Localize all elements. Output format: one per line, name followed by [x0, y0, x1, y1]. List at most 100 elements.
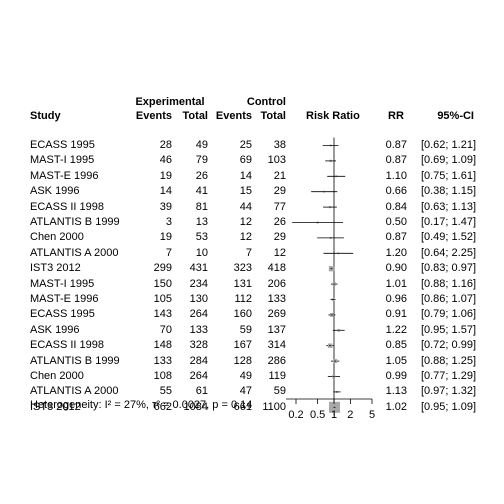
header-study: Study [30, 110, 61, 122]
ci-value: [0.64; 2.25] [420, 246, 476, 259]
events-experimental: 150 [153, 277, 172, 290]
study-name: ECASS 1995 [30, 308, 95, 321]
rr-value: 0.91 [385, 308, 407, 321]
events-control: 12 [239, 216, 252, 228]
rr-value: 0.87 [385, 139, 407, 151]
ci-value: [0.77; 1.29] [420, 370, 476, 382]
heterogeneity-text: Heterogeneity: I² = 27%, τ² = 0.0027, p … [30, 399, 253, 411]
ci-value: [0.38; 1.15] [420, 185, 476, 198]
events-experimental: 28 [159, 139, 172, 151]
events-experimental: 19 [159, 169, 172, 182]
total-experimental: 133 [189, 323, 208, 336]
study-name: IST3 2012 [30, 400, 81, 413]
events-experimental: 70 [159, 323, 172, 336]
events-experimental: 662 [153, 400, 172, 413]
header-control: Control [246, 96, 286, 108]
ci-value: [0.62; 1.21] [420, 139, 476, 151]
ci-value: [0.95; 1.57] [420, 323, 476, 336]
rr-value: 1.20 [385, 246, 407, 259]
total-experimental: 234 [189, 277, 208, 290]
rr-value: 0.87 [385, 154, 407, 167]
events-experimental: 105 [153, 293, 172, 305]
events-experimental: 108 [153, 370, 172, 382]
total-control: 206 [267, 277, 286, 290]
events-control: 15 [239, 185, 252, 198]
header-ci: 95%-CI [437, 110, 474, 122]
rr-value: 1.02 [385, 400, 407, 413]
ci-value: [0.49; 1.52] [420, 231, 476, 244]
total-control: 1100 [262, 400, 286, 413]
events-control: 128 [233, 354, 252, 367]
events-experimental: 19 [159, 231, 172, 244]
ci-value: [0.88; 1.25] [420, 354, 476, 367]
ci-value: [0.86; 1.07] [420, 293, 476, 305]
total-control: 21 [273, 169, 286, 182]
events-control: 7 [245, 246, 252, 259]
rr-value: 1.10 [385, 169, 407, 182]
events-control: 160 [233, 308, 252, 321]
events-experimental: 299 [153, 262, 172, 275]
study-name: ATLANTIS B 1999 [30, 216, 120, 228]
ci-value: [0.72; 0.99] [420, 339, 476, 352]
total-experimental: 10 [195, 246, 208, 259]
study-name: IST3 2012 [30, 262, 81, 275]
study-name: Chen 2000 [30, 370, 84, 382]
total-experimental: 431 [189, 262, 208, 275]
total-experimental: 130 [189, 293, 208, 305]
x-tick-label: 1 [331, 409, 337, 421]
x-tick-label: 0.5 [310, 409, 325, 421]
events-control: 661 [233, 400, 252, 413]
events-control: 112 [234, 293, 252, 305]
ci-value: [0.75; 1.61] [420, 169, 476, 182]
header-risk-ratio: Risk Ratio [306, 110, 360, 122]
events-control: 59 [239, 323, 252, 336]
ci-value: [0.97; 1.32] [420, 385, 476, 398]
rr-value: 1.01 [385, 277, 407, 290]
total-control: 77 [273, 200, 286, 213]
rr-value: 0.84 [385, 200, 407, 213]
header-events-experimental: Events [135, 110, 172, 122]
total-control: 26 [273, 216, 286, 228]
header-total-experimental: Total [182, 110, 208, 122]
events-control: 323 [233, 262, 252, 275]
ci-value: [0.79; 1.06] [420, 308, 476, 321]
study-name: ATLANTIS A 2000 [30, 385, 119, 398]
events-experimental: 133 [153, 354, 172, 367]
total-experimental: 328 [189, 339, 208, 352]
total-experimental: 284 [189, 354, 208, 367]
total-control: 314 [267, 339, 286, 352]
rr-value: 1.22 [385, 323, 407, 336]
ci-value: [0.17; 1.47] [420, 216, 476, 228]
rr-value: 0.85 [385, 339, 407, 352]
rr-value: 0.90 [385, 262, 407, 275]
total-experimental: 264 [189, 370, 208, 382]
total-control: 12 [273, 246, 286, 259]
total-experimental: 264 [189, 308, 208, 321]
total-experimental: 41 [195, 185, 208, 198]
study-name: ECASS II 1998 [30, 339, 104, 352]
rr-value: 1.13 [385, 385, 407, 398]
study-name: ECASS 1995 [30, 139, 95, 151]
total-experimental: 61 [195, 385, 208, 398]
header-total-control: Total [260, 110, 286, 122]
study-name: ATLANTIS A 2000 [30, 246, 119, 259]
events-control: 167 [233, 339, 252, 352]
x-tick-label: 0.2 [288, 409, 303, 421]
events-control: 14 [239, 169, 252, 182]
header-rr: RR [388, 110, 404, 122]
total-control: 418 [267, 262, 286, 275]
total-experimental: 13 [195, 216, 208, 228]
events-experimental: 7 [165, 246, 172, 259]
x-tick-label: 2 [347, 409, 353, 421]
total-control: 29 [273, 185, 286, 198]
total-control: 103 [267, 154, 286, 167]
header-events-control: Events [215, 110, 252, 122]
events-control: 131 [233, 277, 252, 290]
total-experimental: 49 [195, 139, 208, 151]
ci-value: [0.88; 1.16] [420, 277, 476, 290]
ci-value: [0.69; 1.09] [420, 154, 476, 167]
study-name: ASK 1996 [30, 185, 80, 198]
total-control: 137 [267, 323, 286, 336]
events-experimental: 148 [153, 339, 172, 352]
